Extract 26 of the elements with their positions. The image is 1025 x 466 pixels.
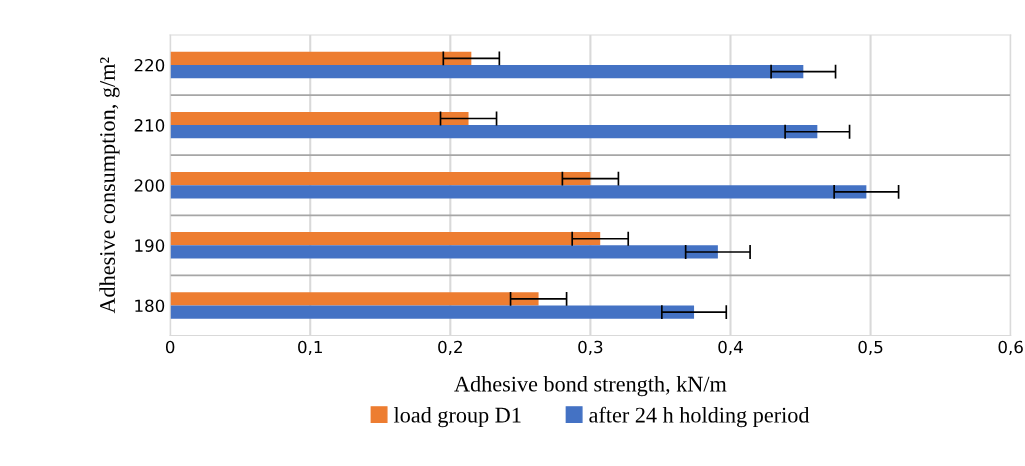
- bar: [170, 125, 818, 139]
- bar: [170, 305, 695, 319]
- y-tick-label: 220: [134, 58, 165, 72]
- x-tick-label: 0,1: [298, 340, 322, 355]
- y-tick-label: 180: [135, 299, 165, 313]
- bar: [170, 111, 469, 126]
- y-axis-title: Adhesive consumption, g/m²: [99, 57, 120, 314]
- bar: [170, 292, 539, 306]
- bar: [170, 65, 804, 79]
- x-tick-label: 0,3: [578, 340, 603, 355]
- x-tick-label: 0,6: [998, 340, 1023, 355]
- x-tick-label: 0,5: [858, 340, 883, 355]
- x-tick-label: 0: [165, 340, 175, 354]
- y-tick-label: 200: [134, 179, 165, 192]
- y-tick-label: 210: [134, 119, 165, 132]
- bar: [170, 245, 718, 259]
- legend-label: load group D1: [393, 406, 521, 428]
- bar: [170, 51, 472, 66]
- x-axis-title: Adhesive bond strength, kN/m: [454, 375, 727, 397]
- bar: [170, 185, 867, 199]
- y-tick-label: 190: [135, 239, 165, 252]
- x-tick-label: 0,4: [718, 340, 743, 355]
- bar: [170, 232, 601, 246]
- bar: [170, 172, 591, 186]
- legend-label: after 24 h holding period: [589, 406, 810, 428]
- x-tick-label: 0,2: [438, 340, 462, 355]
